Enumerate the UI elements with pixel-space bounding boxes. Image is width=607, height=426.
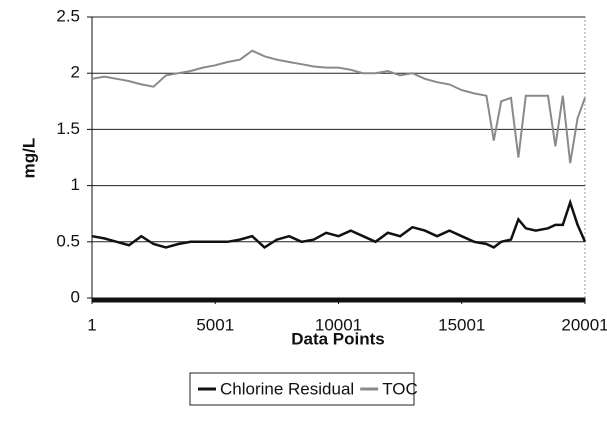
x-tick-label: 10001: [315, 315, 362, 334]
legend-label: Chlorine Residual: [220, 379, 354, 398]
x-tick-label: 20001: [561, 315, 607, 334]
y-tick-label: 1.5: [56, 119, 80, 138]
series-line: [91, 49, 586, 164]
y-tick-label: 2.5: [56, 6, 80, 25]
legend-box: [189, 372, 415, 406]
y-axis-label: mg/L: [19, 138, 38, 179]
legend-label: TOC: [382, 379, 418, 398]
y-tick-label: 0.5: [56, 231, 80, 250]
series-line: [91, 198, 587, 249]
plot-area: [91, 16, 586, 299]
x-axis-label: Data Points: [291, 329, 385, 348]
y-tick-label: 1: [71, 175, 80, 194]
x-tick-label: 1: [87, 315, 96, 334]
y-tick-label: 2: [71, 63, 80, 82]
x-tick-label: 5001: [196, 315, 234, 334]
x-tick-label: 15001: [438, 315, 485, 334]
y-tick-label: 0: [71, 287, 80, 306]
